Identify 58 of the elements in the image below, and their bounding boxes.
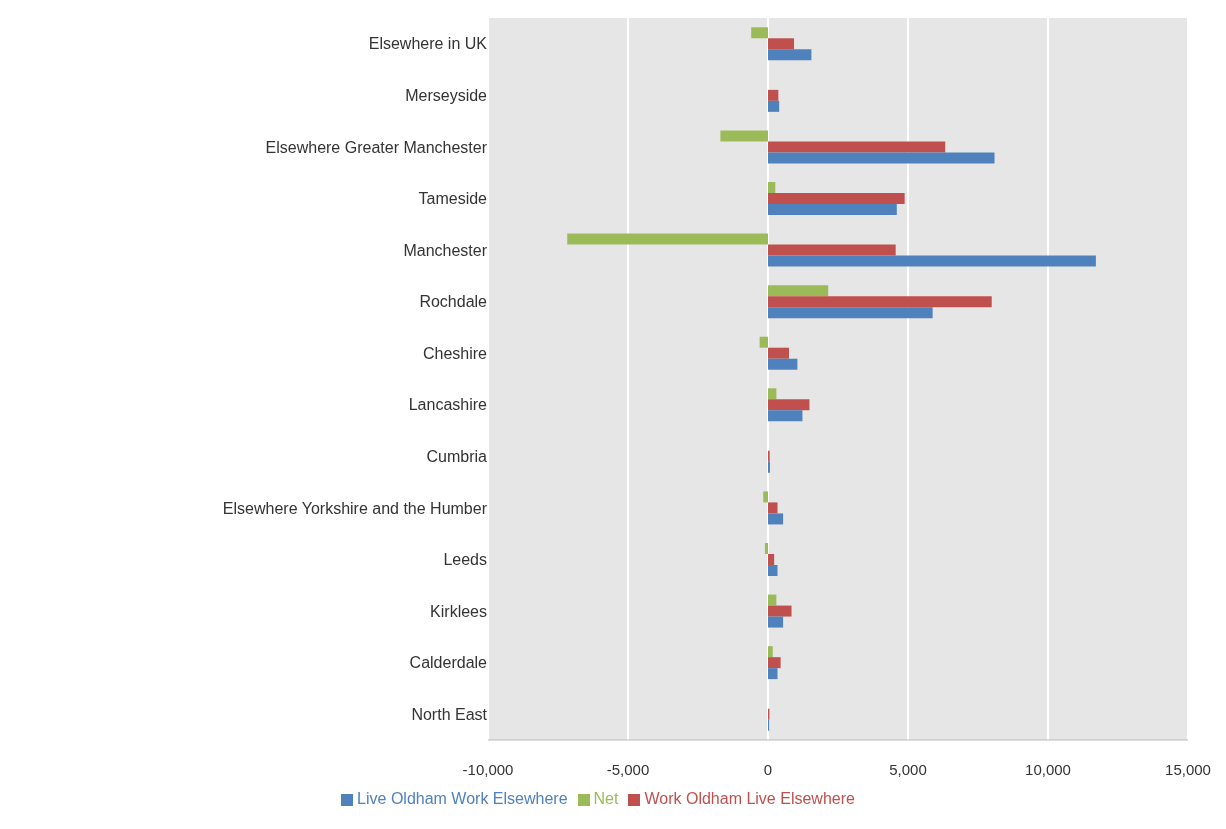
bar xyxy=(768,152,995,164)
x-tick-label: -5,000 xyxy=(606,760,650,778)
y-tick-label: Rochdale xyxy=(419,293,488,311)
bar xyxy=(768,296,992,308)
bar xyxy=(768,399,810,411)
bar xyxy=(768,141,946,153)
x-tick-label: 0 xyxy=(763,760,773,778)
bar xyxy=(768,285,829,297)
bar xyxy=(768,204,897,215)
y-tick-label: Lancashire xyxy=(408,396,488,414)
legend-label: Work Oldham Live Elsewhere xyxy=(644,790,855,807)
bar xyxy=(768,554,775,565)
bar xyxy=(768,347,789,359)
bar xyxy=(768,358,798,370)
bar xyxy=(768,668,778,680)
x-tick-label: 10,000 xyxy=(1025,760,1071,778)
y-tick-label: Cheshire xyxy=(422,344,488,362)
bar xyxy=(768,513,784,525)
y-tick-label: Kirklees xyxy=(430,602,487,620)
x-tick-label: 5,000 xyxy=(889,760,927,778)
y-tick-label: Leeds xyxy=(443,551,487,569)
bar xyxy=(768,502,778,514)
y-tick-label: Calderdale xyxy=(409,654,488,672)
bar xyxy=(768,388,777,400)
bar xyxy=(768,605,792,617)
y-tick-label: Elsewhere Greater Manchester xyxy=(265,138,488,156)
bar xyxy=(768,410,803,422)
legend-label: Net xyxy=(593,790,619,807)
bar xyxy=(768,100,780,112)
y-tick-label: Elsewhere Yorkshire and the Humber xyxy=(222,499,488,517)
bar xyxy=(768,594,777,606)
x-tick-label: 15,000 xyxy=(1165,760,1211,778)
y-tick-label: Cumbria xyxy=(426,448,488,466)
bar xyxy=(720,130,768,142)
bar xyxy=(768,616,784,628)
bar xyxy=(768,49,812,61)
bar xyxy=(768,193,905,204)
y-tick-label: Elsewhere in UK xyxy=(368,35,488,53)
y-tick-label: North East xyxy=(411,705,488,723)
bar xyxy=(759,336,768,348)
y-tick-label: Manchester xyxy=(403,241,488,259)
bar xyxy=(764,543,768,554)
bar xyxy=(768,565,778,576)
y-tick-label: Merseyside xyxy=(405,87,488,105)
bar xyxy=(768,255,1096,267)
x-tick-label: -10,000 xyxy=(462,760,514,778)
bar xyxy=(751,27,768,39)
bar xyxy=(567,233,768,245)
bar xyxy=(763,491,768,503)
y-tick-label: Tameside xyxy=(418,190,488,208)
legend-label: Live Oldham Work Elsewhere xyxy=(357,790,568,807)
bar xyxy=(768,657,781,669)
bar xyxy=(768,38,795,50)
bar xyxy=(768,244,896,256)
bar xyxy=(768,182,776,193)
bar xyxy=(768,646,773,658)
bar xyxy=(768,307,933,319)
bar xyxy=(768,89,779,101)
